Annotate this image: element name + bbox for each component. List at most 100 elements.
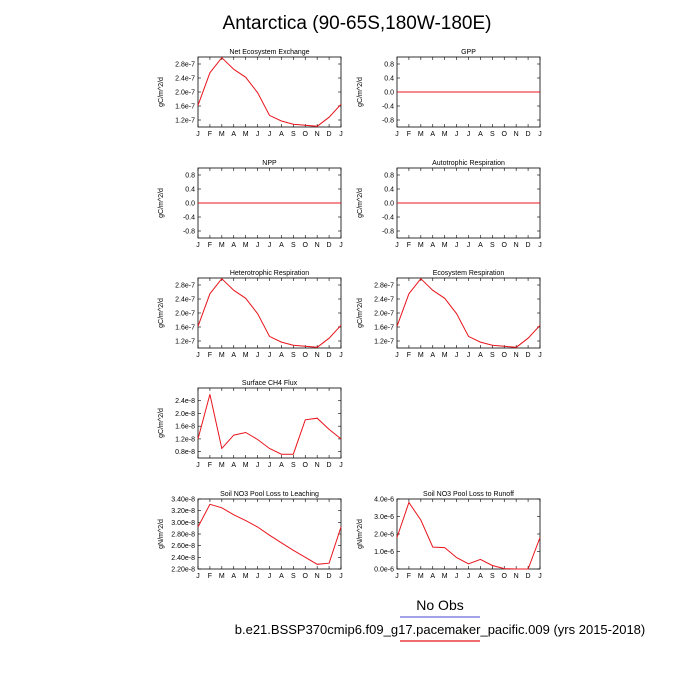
x-tick-label: A [478, 352, 483, 359]
x-tick-label: A [231, 462, 236, 469]
y-axis-label: gC/m^2/d [158, 77, 165, 107]
x-tick-label: O [502, 242, 508, 249]
y-axis-label: gC/m^2/d [158, 188, 165, 218]
x-tick-label: J [455, 573, 459, 580]
x-tick-label: S [291, 131, 296, 138]
y-tick-label: 0.0e-6 [374, 567, 394, 574]
x-tick-label: M [418, 131, 424, 138]
x-tick-label: M [219, 131, 225, 138]
y-tick-label: 0.0 [384, 90, 394, 97]
y-tick-label: 3.00e-8 [171, 520, 195, 527]
x-tick-label: J [339, 131, 343, 138]
y-tick-label: 3.0e-6 [374, 514, 394, 521]
x-tick-label: J [467, 131, 471, 138]
y-tick-label: 1.6e-7 [175, 325, 195, 332]
y-tick-label: 0.4 [384, 187, 394, 194]
y-tick-label: 2.8e-7 [175, 283, 195, 290]
x-tick-label: J [196, 242, 200, 249]
y-axis-label: gC/m^2/d [158, 298, 165, 328]
series-line [197, 394, 342, 455]
x-tick-label: N [514, 242, 519, 249]
x-tick-label: J [256, 242, 260, 249]
x-tick-label: J [455, 131, 459, 138]
y-tick-label: 0.4 [384, 76, 394, 83]
x-tick-label: O [502, 131, 508, 138]
x-tick-label: D [327, 352, 332, 359]
x-tick-label: M [442, 573, 448, 580]
y-tick-label: -0.4 [382, 104, 394, 111]
series-line [396, 277, 541, 348]
x-tick-label: J [538, 131, 542, 138]
x-tick-label: J [196, 352, 200, 359]
x-tick-label: J [339, 462, 343, 469]
x-tick-label: O [303, 573, 309, 580]
x-tick-label: F [407, 573, 411, 580]
x-tick-label: D [526, 242, 531, 249]
y-tick-label: 2.0e-7 [175, 90, 195, 97]
x-tick-label: M [418, 573, 424, 580]
x-tick-label: M [219, 462, 225, 469]
y-tick-label: 2.40e-8 [171, 555, 195, 562]
y-tick-label: 0.8e-8 [175, 449, 195, 456]
x-tick-label: J [256, 352, 260, 359]
y-tick-label: 2.4e-7 [175, 76, 195, 83]
x-tick-label: D [526, 573, 531, 580]
x-tick-label: M [442, 352, 448, 359]
x-tick-label: N [315, 573, 320, 580]
caption: b.e21.BSSP370cmip6.f09_g17.pacemaker_pac… [235, 622, 645, 637]
x-tick-label: N [514, 131, 519, 138]
x-tick-label: J [395, 242, 399, 249]
panel-title: Surface CH4 Flux [242, 380, 298, 387]
x-tick-label: S [490, 242, 495, 249]
x-tick-label: M [243, 131, 249, 138]
y-tick-label: 1.2e-8 [175, 436, 195, 443]
y-tick-label: 0.4 [185, 187, 195, 194]
y-axis-label: gC/m^2/d [357, 77, 364, 107]
x-tick-label: M [418, 242, 424, 249]
legend-label: No Obs [416, 597, 463, 613]
x-tick-label: A [231, 352, 236, 359]
y-tick-label: 3.40e-8 [171, 497, 195, 504]
x-tick-label: J [395, 573, 399, 580]
y-tick-label: -0.8 [183, 229, 195, 236]
y-tick-label: 2.80e-8 [171, 532, 195, 539]
y-tick-label: 1.6e-7 [374, 325, 394, 332]
x-tick-label: A [231, 131, 236, 138]
x-tick-label: J [256, 462, 260, 469]
plot-frame [396, 277, 541, 349]
x-tick-label: N [315, 242, 320, 249]
y-tick-label: 2.4e-7 [175, 297, 195, 304]
y-tick-label: 2.0e-8 [175, 411, 195, 418]
x-tick-label: D [526, 131, 531, 138]
x-tick-label: J [339, 352, 343, 359]
y-tick-label: 4.0e-6 [374, 497, 394, 504]
y-tick-label: 2.0e-7 [374, 311, 394, 318]
figure-title: Antarctica (90-65S,180W-180E) [223, 13, 492, 34]
x-tick-label: F [208, 352, 212, 359]
x-tick-label: F [407, 352, 411, 359]
x-tick-label: J [538, 352, 542, 359]
plot-frame [197, 277, 342, 349]
panel-title: Heterotrophic Respiration [230, 270, 309, 277]
x-tick-label: J [268, 242, 272, 249]
x-tick-label: N [315, 131, 320, 138]
y-tick-label: -0.4 [183, 215, 195, 222]
y-axis-label: gN/m^2/d [357, 519, 364, 549]
x-tick-label: A [430, 131, 435, 138]
y-tick-label: 0.0 [384, 201, 394, 208]
x-tick-label: A [430, 352, 435, 359]
y-tick-label: 1.6e-7 [175, 104, 195, 111]
x-tick-label: J [256, 131, 260, 138]
x-tick-label: A [430, 242, 435, 249]
x-tick-label: N [514, 573, 519, 580]
x-tick-label: J [455, 242, 459, 249]
x-tick-label: A [231, 242, 236, 249]
x-tick-label: M [219, 352, 225, 359]
y-tick-label: 2.60e-8 [171, 543, 195, 550]
x-tick-label: O [502, 573, 508, 580]
